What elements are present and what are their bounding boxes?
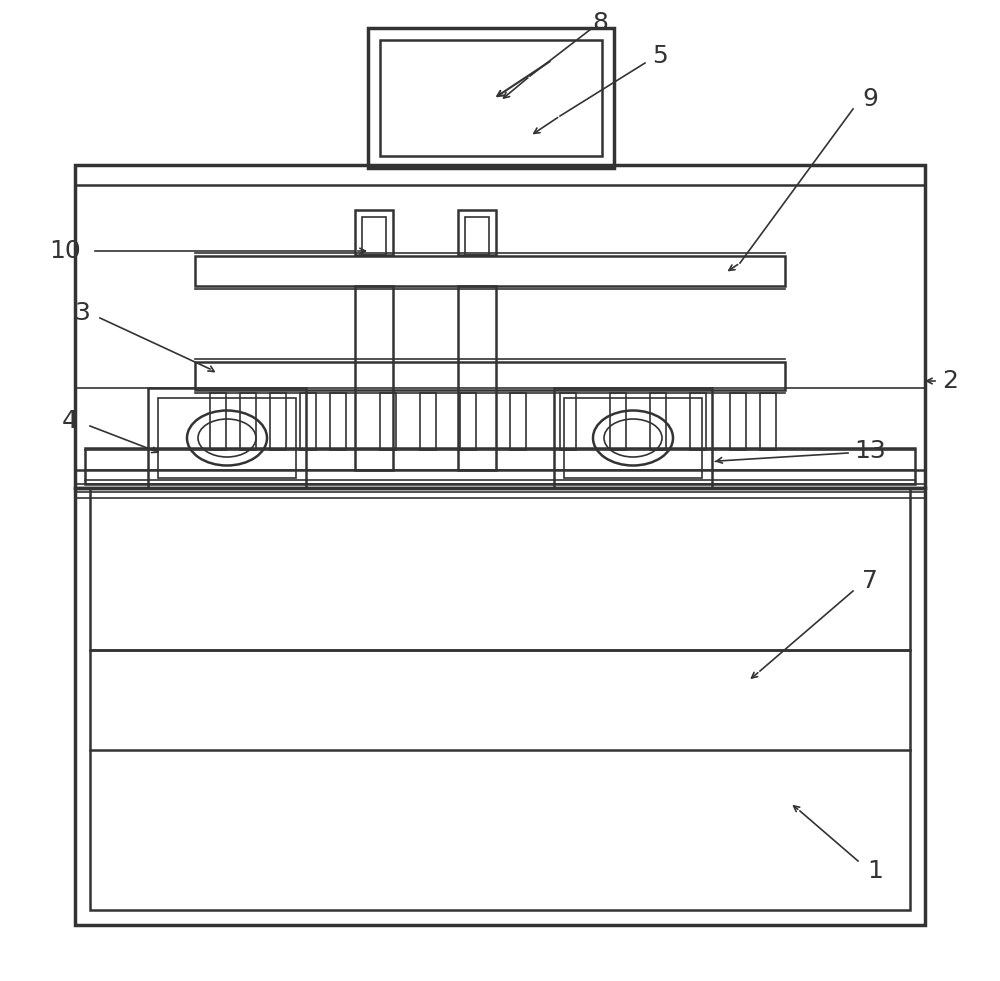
Bar <box>158 398 296 478</box>
Bar <box>210 393 226 450</box>
Bar <box>148 388 306 488</box>
Bar <box>330 393 346 450</box>
Text: 13: 13 <box>854 439 886 463</box>
Text: 5: 5 <box>652 44 668 68</box>
Text: 10: 10 <box>49 239 81 263</box>
Bar <box>560 393 576 450</box>
Bar <box>458 286 496 470</box>
Bar <box>420 393 436 450</box>
Bar <box>90 650 910 910</box>
Bar <box>195 362 785 390</box>
Bar <box>240 393 256 450</box>
Bar <box>564 398 702 478</box>
Bar <box>85 448 915 484</box>
Bar <box>355 286 393 470</box>
Bar <box>460 393 476 450</box>
Text: 2: 2 <box>942 369 958 393</box>
Text: 9: 9 <box>862 87 878 111</box>
Bar <box>270 393 286 450</box>
Bar <box>380 40 602 156</box>
Bar <box>75 165 925 488</box>
Bar <box>730 393 746 450</box>
Bar <box>650 393 666 450</box>
Bar <box>362 217 386 255</box>
Bar <box>90 488 910 650</box>
Bar <box>690 393 706 450</box>
Bar <box>380 393 396 450</box>
Bar <box>465 217 489 255</box>
Bar <box>368 28 614 168</box>
Bar <box>760 393 776 450</box>
Text: 8: 8 <box>592 11 608 35</box>
Text: 4: 4 <box>62 409 78 433</box>
Bar <box>610 393 626 450</box>
Text: 3: 3 <box>74 301 90 325</box>
Text: 7: 7 <box>862 569 878 593</box>
Bar <box>300 393 316 450</box>
Text: 1: 1 <box>867 859 883 883</box>
Bar <box>458 210 496 255</box>
Bar <box>75 488 925 925</box>
Bar <box>554 388 712 488</box>
Bar <box>510 393 526 450</box>
Bar <box>355 210 393 255</box>
Bar <box>195 256 785 286</box>
